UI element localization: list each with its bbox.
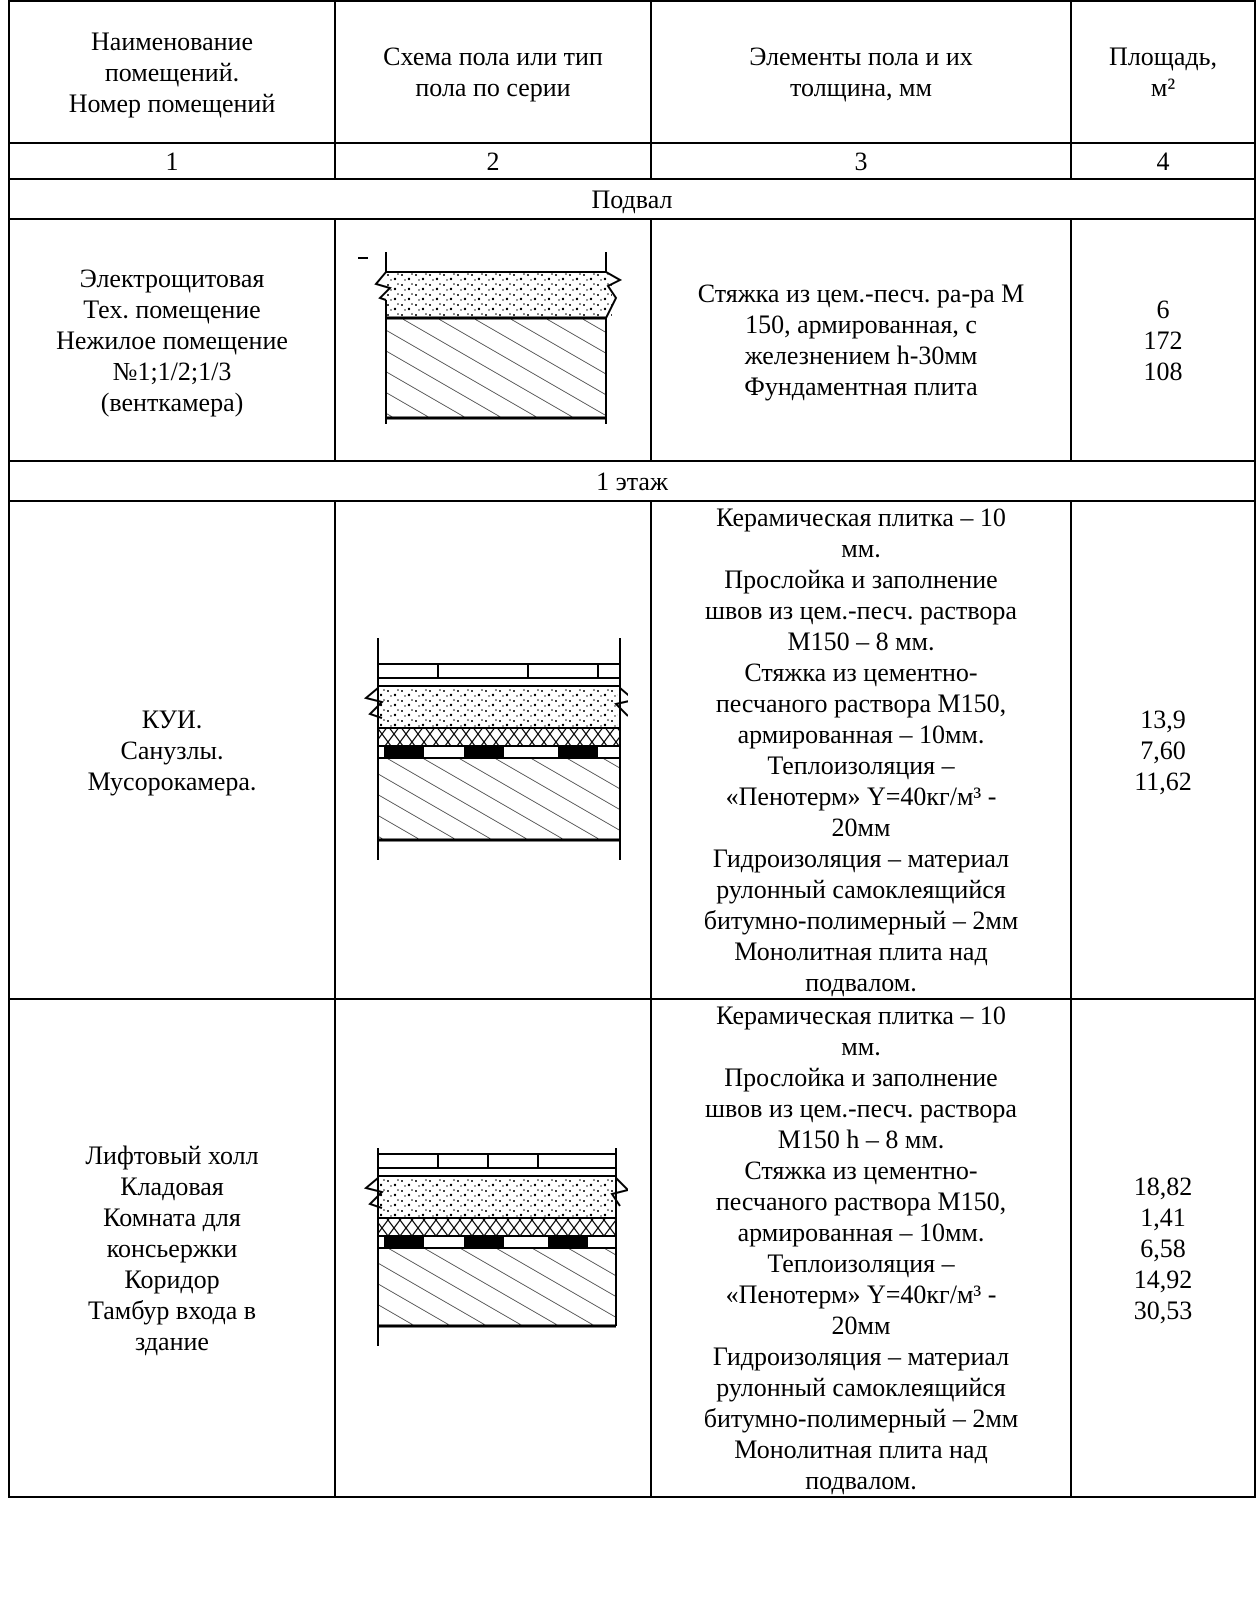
areas: 18,82 1,41 6,58 14,92 30,53	[1070, 998, 1256, 1498]
table-row: Электрощитовая Тех. помещение Нежилое по…	[8, 218, 1256, 462]
column-number-row: 1 2 3 4	[8, 142, 1256, 180]
floor-scheme	[334, 500, 652, 1000]
table-row: КУИ. Санузлы. Мусорокамера.	[8, 500, 1256, 1000]
room-names: КУИ. Санузлы. Мусорокамера.	[8, 500, 336, 1000]
header-floor-elements: Элементы пола и их толщина, мм	[650, 0, 1072, 144]
section-row: Подвал	[8, 178, 1256, 220]
areas: 13,9 7,60 11,62	[1070, 500, 1256, 1000]
column-number: 1	[8, 142, 336, 180]
column-number: 4	[1070, 142, 1256, 180]
basement-floor-section-icon	[358, 252, 623, 424]
header-room-name: Наименование помещений. Номер помещений	[8, 0, 336, 144]
header-floor-scheme: Схема пола или тип пола по серии	[334, 0, 652, 144]
tiled-floor-section-icon	[363, 1148, 628, 1346]
section-row: 1 этаж	[8, 460, 1256, 502]
floor-specification-table: Наименование помещений. Номер помещений …	[8, 0, 1256, 1498]
header-row: Наименование помещений. Номер помещений …	[8, 0, 1256, 144]
areas: 6 172 108	[1070, 218, 1256, 462]
section-title-basement: Подвал	[8, 178, 1256, 220]
tiled-floor-section-icon	[363, 638, 628, 860]
table-row: Лифтовый холл Кладовая Комната для консь…	[8, 998, 1256, 1498]
floor-elements: Керамическая плитка – 10 мм. Прослойка и…	[650, 998, 1072, 1498]
floor-scheme	[334, 218, 652, 462]
column-number: 3	[650, 142, 1072, 180]
floor-elements: Керамическая плитка – 10 мм. Прослойка и…	[650, 500, 1072, 1000]
header-area: Площадь, м²	[1070, 0, 1256, 144]
floor-elements: Стяжка из цем.-песч. ра-ра М 150, армиро…	[650, 218, 1072, 462]
floor-scheme	[334, 998, 652, 1498]
column-number: 2	[334, 142, 652, 180]
room-names: Лифтовый холл Кладовая Комната для консь…	[8, 998, 336, 1498]
room-names: Электрощитовая Тех. помещение Нежилое по…	[8, 218, 336, 462]
section-title-first-floor: 1 этаж	[8, 460, 1256, 502]
